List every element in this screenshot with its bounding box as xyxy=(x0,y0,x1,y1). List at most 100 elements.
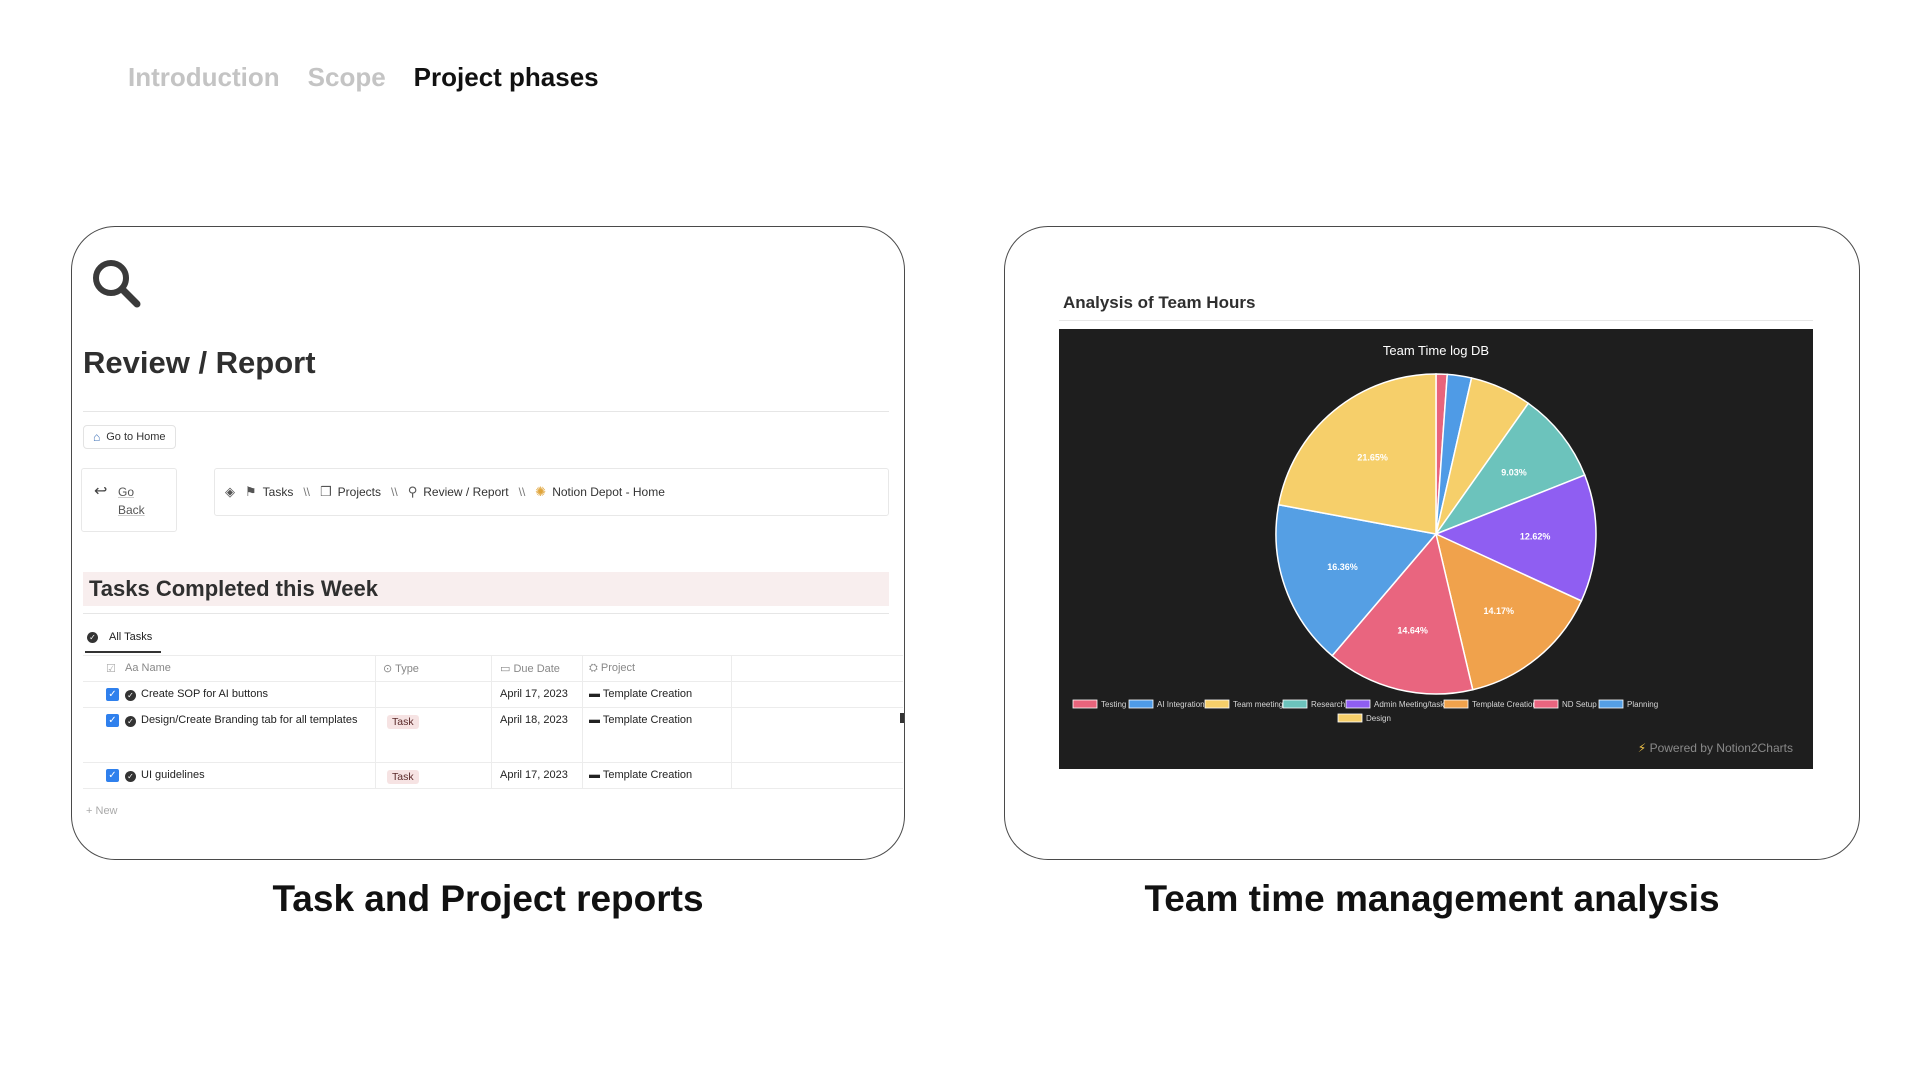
task-name[interactable]: ✓ Create SOP for AI buttons xyxy=(125,688,268,701)
legend-item[interactable]: Admin Meeting/task xyxy=(1345,699,1445,709)
chart-page-title: Analysis of Team Hours xyxy=(1063,293,1256,312)
tab-project-phases[interactable]: Project phases xyxy=(413,62,599,92)
legend-item[interactable]: ND Setup xyxy=(1533,699,1597,709)
column-divider xyxy=(491,708,492,762)
pie-slice-template-creation[interactable] xyxy=(1434,532,1583,691)
due-date: April 17, 2023 xyxy=(500,769,568,781)
legend-item[interactable]: Template Creation xyxy=(1443,699,1537,709)
task-name-label: UI guidelines xyxy=(141,769,205,781)
legend-label: ND Setup xyxy=(1562,700,1597,709)
pie-data-label: 12.62% xyxy=(1520,532,1551,542)
column-project[interactable]: ⛭ Project xyxy=(589,662,636,674)
new-row-label: New xyxy=(95,805,118,817)
breadcrumb-label: Review / Report xyxy=(423,485,509,499)
view-tab-all-tasks[interactable]: ✓ All Tasks xyxy=(87,631,152,643)
checkbox[interactable]: ✓ xyxy=(106,688,119,701)
table-row[interactable]: ✓ ✓ UI guidelines Task April 17, 2023 ▬ T… xyxy=(83,762,903,788)
project-label: Template Creation xyxy=(602,688,693,700)
column-divider xyxy=(731,763,732,788)
column-label: Name xyxy=(141,662,171,674)
flag-icon: ⚑ xyxy=(245,484,257,499)
pie-slice-research[interactable] xyxy=(1433,402,1586,536)
table-row[interactable]: ✓ ✓ Create SOP for AI buttons April 17, 2… xyxy=(83,681,903,707)
active-tab-indicator xyxy=(85,651,161,653)
team-hours-card: Analysis of Team Hours Team Time log DB … xyxy=(1004,226,1860,860)
go-back-button[interactable]: ↩ Go Back xyxy=(81,468,177,532)
task-name-label: Create SOP for AI buttons xyxy=(141,688,268,700)
breadcrumb-separator: \\ xyxy=(518,485,526,499)
task-name[interactable]: ✓ UI guidelines xyxy=(125,769,205,782)
legend-swatch xyxy=(1204,699,1230,709)
pie-data-label: 9.03% xyxy=(1501,468,1527,478)
overflow-mark xyxy=(900,713,904,723)
column-divider xyxy=(491,656,492,681)
pie-slices: 9.03% 12.62% 14.17% 14.64% 16.36% 21.65% xyxy=(1275,373,1597,695)
checkbox[interactable]: ✓ xyxy=(106,714,119,727)
type-tag-label: Task xyxy=(387,715,419,729)
due-date: April 17, 2023 xyxy=(500,688,568,700)
top-nav: Introduction Scope Project phases xyxy=(128,62,599,93)
legend-item[interactable]: Team meeting xyxy=(1204,699,1283,709)
project-label: Template Creation xyxy=(602,769,693,781)
project-cell[interactable]: ▬ Template Creation xyxy=(589,714,692,726)
pie-slice-planning[interactable] xyxy=(1275,503,1438,657)
checkbox[interactable]: ✓ xyxy=(106,769,119,782)
powered-by: ⚡ Powered by Notion2Charts xyxy=(1638,741,1793,755)
task-name[interactable]: ✓ Design/Create Branding tab for all temp… xyxy=(125,714,357,727)
legend-label: AI Integration xyxy=(1157,700,1205,709)
column-type[interactable]: ⊙ Type xyxy=(383,663,419,675)
column-name[interactable]: Aa Name xyxy=(125,662,171,674)
legend-item[interactable]: Testing xyxy=(1072,699,1126,709)
task-report-card: Review / Report ⌂ Go to Home ↩ Go Back ◈… xyxy=(71,226,905,860)
breadcrumb-tasks[interactable]: ⚑ Tasks xyxy=(245,484,293,500)
legend-item[interactable]: Research xyxy=(1282,699,1345,709)
chart-legend: Testing AI Integration Team meeting Researc… xyxy=(1072,699,1658,723)
new-row-button[interactable]: + New xyxy=(86,805,118,817)
search-icon: ⚲ xyxy=(407,484,418,499)
right-caption: Team time management analysis xyxy=(1144,878,1720,919)
divider xyxy=(83,613,889,614)
breadcrumb-separator: \\ xyxy=(303,485,311,499)
pie-slice-design[interactable] xyxy=(1277,373,1437,535)
column-due-date[interactable]: ▭ Due Date xyxy=(500,663,560,675)
pie-chart: Team Time log DB 9.03% 12.62% 14.17% 14.64%… xyxy=(1072,343,1658,723)
divider xyxy=(1059,320,1813,321)
legend-swatch xyxy=(1072,699,1098,709)
column-label: Due Date xyxy=(513,663,560,675)
breadcrumb-review-report[interactable]: ⚲ Review / Report xyxy=(408,484,509,500)
legend-item[interactable]: AI Integration xyxy=(1128,699,1205,709)
go-to-home-button[interactable]: ⌂ Go to Home xyxy=(83,425,176,449)
pie-data-label: 16.36% xyxy=(1327,562,1358,572)
legend-swatch xyxy=(1282,699,1308,709)
folder-icon: ▬ xyxy=(589,714,600,726)
project-cell[interactable]: ▬ Template Creation xyxy=(589,688,692,700)
table-row[interactable]: ✓ ✓ Design/Create Branding tab for all te… xyxy=(83,707,903,762)
project-cell[interactable]: ▬ Template Creation xyxy=(589,769,692,781)
pie-slice-admin-meeting-task[interactable] xyxy=(1434,474,1597,602)
bolt-icon: ⚡ xyxy=(1637,741,1647,755)
checkbox-column-icon: ☑ xyxy=(106,663,116,675)
legend-item[interactable]: Planning xyxy=(1598,699,1658,709)
legend-swatch xyxy=(1337,713,1363,723)
breadcrumb-home[interactable]: ✺ Notion Depot - Home xyxy=(535,484,665,500)
page-title: Review / Report xyxy=(83,345,316,380)
column-divider xyxy=(731,656,732,681)
legend-item[interactable]: Design xyxy=(1337,713,1391,723)
chart-title: Team Time log DB xyxy=(1383,343,1489,358)
legend-label: Planning xyxy=(1627,700,1658,709)
table-header: ☑ Aa Name ⊙ Type ▭ Due Date ⛭ Project xyxy=(83,655,903,681)
go-back-label-2: Back xyxy=(118,503,145,517)
tab-introduction[interactable]: Introduction xyxy=(128,62,280,92)
legend-swatch xyxy=(1598,699,1624,709)
type-tag: Task xyxy=(387,715,419,729)
back-arrow-icon: ↩ xyxy=(94,483,108,500)
go-to-home-label: Go to Home xyxy=(106,431,166,443)
column-divider xyxy=(375,763,376,788)
tab-scope[interactable]: Scope xyxy=(307,62,386,92)
breadcrumb-projects[interactable]: ❒ Projects xyxy=(320,484,381,500)
pie-slice-nd-setup[interactable] xyxy=(1331,532,1474,695)
plus-icon: + xyxy=(86,805,93,817)
column-divider xyxy=(731,708,732,762)
pie-data-label: 21.65% xyxy=(1357,453,1388,463)
